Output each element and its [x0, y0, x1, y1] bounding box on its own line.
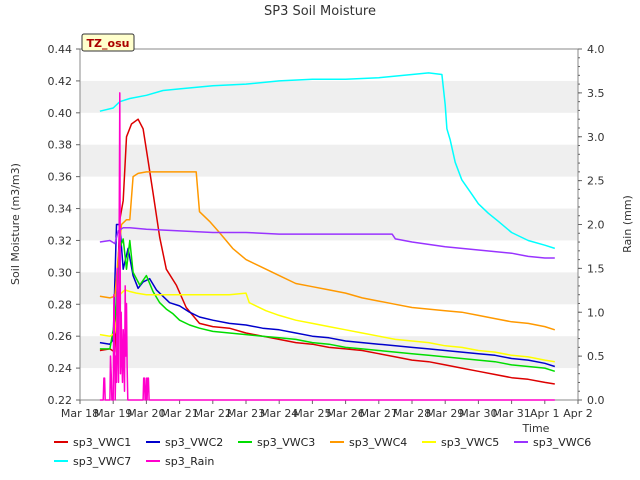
- grid-bands: [80, 80, 578, 369]
- x-tick-label: Mar 22: [194, 407, 232, 420]
- y2-tick-label: 0.0: [587, 394, 605, 407]
- y-tick-label: 0.32: [48, 234, 73, 247]
- x-tick-label: Mar 21: [160, 407, 198, 420]
- y2-tick-label: 1.0: [587, 306, 605, 319]
- y-axis-ticks: 0.22 0.24 0.26 0.28 0.30 0.32 0.34 0.36 0.38 0.40…: [48, 43, 80, 407]
- x-tick-label: Mar 20: [127, 407, 165, 420]
- chart-title: SP3 Soil Moisture: [264, 4, 376, 19]
- series-line-sp3_VWC3: [99, 238, 556, 373]
- y-tick-label: 0.28: [48, 298, 73, 311]
- series-line-sp3_VWC5: [99, 289, 555, 363]
- legend: sp3_VWC1 sp3_VWC2 sp3_VWC3 sp3_VWC4 sp3_VWC5…: [54, 436, 591, 468]
- x-tick-label: Mar 19: [94, 407, 132, 420]
- y2-tick-label: 2.0: [587, 219, 605, 232]
- grid-band: [80, 80, 578, 113]
- x-tick-label: Mar 28: [393, 407, 431, 420]
- y-axis-label: Soil Moisture (m3/m3): [9, 163, 22, 285]
- y2-axis-ticks: 0.0 0.5 1.0 1.5 2.0 2.5 3.0 3.5 4.0: [578, 43, 605, 407]
- legend-label-sp3_VWC6: sp3_VWC6: [533, 436, 591, 449]
- x-tick-label: Mar 30: [459, 407, 497, 420]
- y2-tick-label: 0.5: [587, 350, 605, 363]
- series-line-sp3_VWC1: [99, 118, 555, 385]
- series-line-sp3_VWC6: [99, 226, 555, 259]
- x-tick-label: Mar 31: [492, 407, 530, 420]
- x-tick-label: Mar 26: [326, 407, 364, 420]
- series-line-sp3_VWC2: [99, 223, 556, 368]
- badge-label: TZ_osu: [87, 37, 130, 50]
- y2-tick-label: 3.0: [587, 131, 605, 144]
- series-line-sp3_Rain: [99, 92, 555, 401]
- y2-axis-label: Rain (mm): [621, 195, 634, 253]
- y-tick-label: 0.22: [48, 394, 73, 407]
- grid-band: [80, 272, 578, 305]
- series-lines: [99, 72, 556, 401]
- station-badge: TZ_osu: [81, 33, 135, 52]
- series-line-sp3_VWC7: [99, 72, 556, 250]
- y-tick-label: 0.38: [48, 139, 73, 152]
- x-tick-label: Apr 2: [563, 407, 593, 420]
- x-tick-label: Mar 23: [227, 407, 265, 420]
- series-line-sp3_VWC4: [99, 171, 556, 331]
- x-tick-label: Mar 18: [61, 407, 99, 420]
- y-tick-label: 0.26: [48, 330, 73, 343]
- y-tick-label: 0.36: [48, 171, 73, 184]
- legend-label-sp3_VWC5: sp3_VWC5: [441, 436, 499, 449]
- y2-tick-label: 2.5: [587, 175, 605, 188]
- x-tick-label: Apr 1: [530, 407, 560, 420]
- y-tick-label: 0.30: [48, 266, 73, 279]
- x-tick-label: Mar 24: [260, 407, 298, 420]
- y-tick-label: 0.40: [48, 107, 73, 120]
- y-tick-label: 0.24: [48, 362, 73, 375]
- legend-label-sp3_VWC3: sp3_VWC3: [257, 436, 315, 449]
- badge-box: [81, 33, 135, 52]
- grid-band: [80, 208, 578, 241]
- y-tick-label: 0.42: [48, 75, 73, 88]
- x-tick-label: Mar 27: [360, 407, 398, 420]
- legend-label-sp3_VWC1: sp3_VWC1: [73, 436, 131, 449]
- legend-label-sp3_VWC7: sp3_VWC7: [73, 455, 131, 468]
- legend-label-sp3_VWC4: sp3_VWC4: [349, 436, 407, 449]
- legend-label-sp3_VWC2: sp3_VWC2: [165, 436, 223, 449]
- y2-tick-label: 4.0: [587, 43, 605, 56]
- y2-tick-label: 1.5: [587, 262, 605, 275]
- legend-label-sp3_Rain: sp3_Rain: [165, 455, 214, 468]
- y2-tick-label: 3.5: [587, 87, 605, 100]
- x-tick-label: Mar 25: [293, 407, 331, 420]
- y-tick-label: 0.44: [48, 43, 73, 56]
- x-tick-label: Mar 29: [426, 407, 464, 420]
- y-tick-label: 0.34: [48, 203, 73, 216]
- x-axis-label: Time: [522, 422, 550, 435]
